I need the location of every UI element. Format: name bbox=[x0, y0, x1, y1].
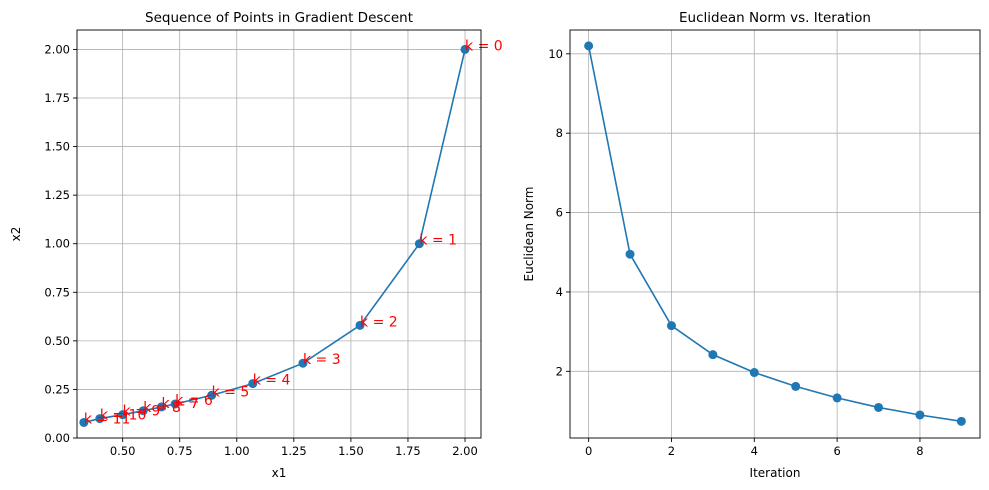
y-tick-label: 10 bbox=[548, 47, 563, 61]
data-point bbox=[874, 402, 884, 412]
euclidean-norm-chart: 0 2 4 6 8 2 4 6 8 10 Euclidean Norm vs. Iteratio… bbox=[522, 10, 981, 480]
data-point bbox=[414, 239, 424, 249]
x-tick-label: 6 bbox=[833, 444, 840, 458]
point-annotation: k = 5 bbox=[212, 384, 250, 400]
point-annotation: k = 4 bbox=[253, 373, 291, 389]
y-tick-label: 0.75 bbox=[44, 285, 70, 299]
x-tick-label: 1.25 bbox=[281, 444, 307, 458]
x-tick-label: 1.50 bbox=[338, 444, 364, 458]
x-tick-label: 0.75 bbox=[167, 444, 193, 458]
data-point bbox=[832, 393, 842, 403]
y-tick-label: 1.50 bbox=[44, 140, 70, 154]
right-series-points bbox=[584, 41, 966, 426]
data-point bbox=[625, 249, 635, 259]
left-x-ticks: 0.50 0.75 1.00 1.25 1.50 1.75 2.00 bbox=[110, 438, 478, 458]
point-annotation: k = 6 bbox=[175, 393, 213, 409]
point-annotation: k = 9 bbox=[123, 404, 161, 420]
left-chart-title: Sequence of Points in Gradient Descent bbox=[145, 10, 413, 26]
x-tick-label: 8 bbox=[916, 444, 923, 458]
data-point bbox=[170, 399, 180, 409]
data-point bbox=[584, 41, 594, 51]
right-y-ticks: 2 4 6 8 10 bbox=[548, 47, 570, 378]
x-tick-label: 1.75 bbox=[395, 444, 421, 458]
right-y-axis-label: Euclidean Norm bbox=[522, 187, 536, 282]
point-annotation: k = 10 bbox=[100, 408, 147, 424]
y-tick-label: 0.00 bbox=[44, 431, 70, 445]
data-point bbox=[666, 321, 676, 331]
data-point bbox=[749, 368, 759, 378]
y-tick-label: 6 bbox=[556, 206, 563, 220]
data-point bbox=[956, 416, 966, 426]
data-point bbox=[79, 417, 89, 427]
y-tick-label: 0.50 bbox=[44, 334, 70, 348]
data-point bbox=[156, 402, 166, 412]
left-y-axis-label: x2 bbox=[9, 227, 23, 242]
data-point bbox=[298, 358, 308, 368]
data-point bbox=[791, 381, 801, 391]
series-line bbox=[587, 45, 962, 423]
data-point bbox=[118, 410, 128, 420]
data-point bbox=[355, 320, 365, 330]
point-annotation: k = 7 bbox=[161, 396, 199, 412]
x-tick-label: 0.50 bbox=[110, 444, 136, 458]
point-annotation: k = 1 bbox=[419, 233, 457, 249]
point-annotation: k = 3 bbox=[303, 352, 341, 368]
point-annotation: k = 0 bbox=[465, 38, 503, 54]
gradient-descent-chart: k = 0 k = 1 k = 2 k = 3 k = 4k = 5k = 6k = 7… bbox=[9, 10, 503, 480]
data-point bbox=[138, 406, 148, 416]
y-tick-label: 4 bbox=[556, 285, 563, 299]
point-annotation: k = 11 bbox=[84, 411, 131, 427]
data-point bbox=[207, 390, 217, 400]
data-point bbox=[95, 414, 105, 424]
left-y-ticks: 0.00 0.25 0.50 0.75 1.00 1.25 1.50 1.75 2.00 bbox=[44, 42, 77, 445]
data-point bbox=[248, 379, 258, 389]
data-point bbox=[915, 410, 925, 420]
right-chart-title: Euclidean Norm vs. Iteration bbox=[679, 10, 871, 26]
data-point bbox=[460, 44, 470, 54]
data-point bbox=[708, 350, 718, 360]
right-axes-frame bbox=[569, 29, 981, 439]
y-tick-label: 0.25 bbox=[44, 382, 70, 396]
x-tick-label: 1.00 bbox=[224, 444, 250, 458]
point-annotation: k = 8 bbox=[143, 400, 181, 416]
y-tick-label: 1.25 bbox=[44, 188, 70, 202]
left-series-points bbox=[79, 44, 470, 427]
right-x-axis-label: Iteration bbox=[750, 466, 801, 480]
left-axes-frame bbox=[76, 29, 482, 439]
x-tick-label: 2 bbox=[668, 444, 675, 458]
x-tick-label: 0 bbox=[585, 444, 592, 458]
y-tick-label: 2 bbox=[556, 364, 563, 378]
x-tick-label: 2.00 bbox=[452, 444, 478, 458]
left-annotations: k = 0 k = 1 k = 2 k = 3 k = 4k = 5k = 6k = 7… bbox=[84, 38, 503, 427]
right-x-ticks: 0 2 4 6 8 bbox=[585, 438, 924, 458]
x-tick-label: 4 bbox=[751, 444, 758, 458]
right-series-line bbox=[587, 45, 962, 423]
left-x-axis-label: x1 bbox=[272, 466, 287, 480]
y-tick-label: 1.75 bbox=[44, 91, 70, 105]
y-tick-label: 2.00 bbox=[44, 42, 70, 56]
y-tick-label: 8 bbox=[556, 126, 563, 140]
y-tick-label: 1.00 bbox=[44, 237, 70, 251]
point-annotation: k = 2 bbox=[360, 314, 398, 330]
